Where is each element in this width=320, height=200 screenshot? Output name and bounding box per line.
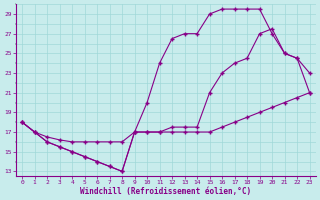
X-axis label: Windchill (Refroidissement éolien,°C): Windchill (Refroidissement éolien,°C)	[80, 187, 252, 196]
